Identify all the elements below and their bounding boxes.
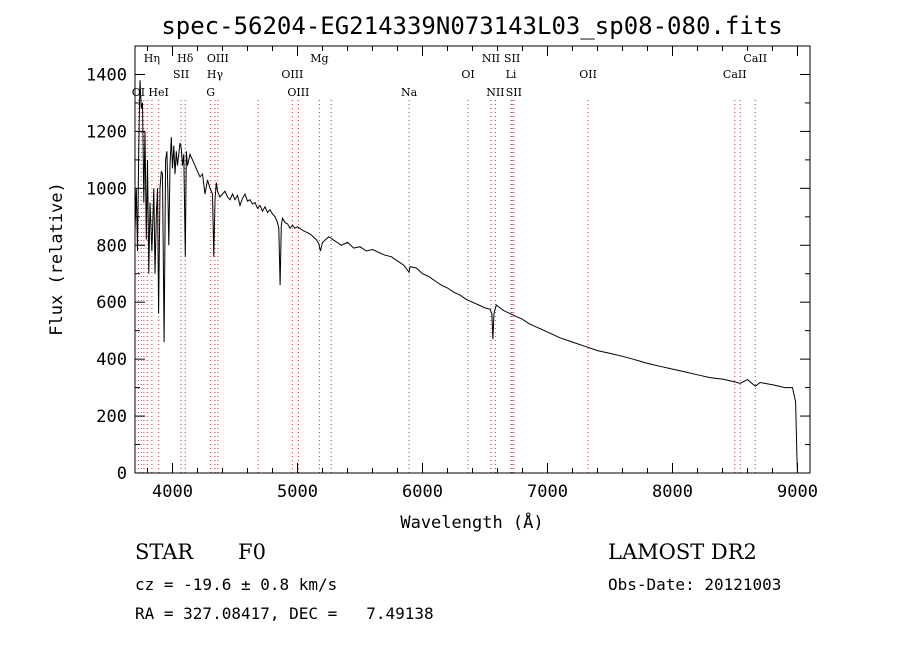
y-tick-label: 200	[96, 407, 127, 427]
line-marker-label: NII	[482, 52, 500, 65]
y-tick-label: 1400	[86, 65, 127, 85]
y-tick-label: 400	[96, 350, 127, 370]
y-tick-label: 800	[96, 236, 127, 256]
x-axis-label: Wavelength (Å)	[400, 511, 543, 533]
line-marker-label: OII	[579, 68, 597, 81]
line-marker-label: OIII	[281, 68, 303, 81]
line-marker-label: SII	[504, 52, 520, 65]
y-tick-label: 1200	[86, 122, 127, 142]
line-marker-label: Mg	[310, 52, 328, 65]
survey-name: LAMOST DR2	[608, 540, 757, 564]
x-tick-label: 5000	[277, 482, 318, 502]
line-marker-label: OI	[132, 86, 145, 99]
line-marker-label: CaII	[723, 68, 747, 81]
x-tick-label: 6000	[402, 482, 443, 502]
y-tick-label: 1000	[86, 179, 127, 199]
x-tick-label: 4000	[152, 482, 193, 502]
line-marker-label: G	[206, 86, 215, 99]
line-marker-label: NII	[486, 86, 504, 99]
line-marker-label: OI	[461, 68, 474, 81]
x-tick-label: 7000	[527, 482, 568, 502]
line-marker-label: SII	[173, 68, 189, 81]
spectrum-line	[134, 80, 798, 474]
axis-ticks-layer: 4000 5000 6000 7000 8000 9000 0 200 400 600 800 100…	[86, 45, 818, 502]
redshift-text: cz = -19.6 ± 0.8 km/s	[135, 575, 338, 594]
line-marker-label: CaII	[743, 52, 767, 65]
line-marker-label: SII	[506, 86, 522, 99]
line-marker-label: HeI	[148, 86, 168, 99]
coords-text: RA = 327.08417, DEC = 7.49138	[135, 604, 434, 623]
x-tick-label: 8000	[652, 482, 693, 502]
y-tick-label: 0	[117, 464, 127, 484]
line-marker-label: Hη	[144, 52, 160, 65]
obs-date-text: Obs-Date: 20121003	[608, 575, 782, 594]
chart-title: spec-56204-EG214339N073143L03_sp08-080.f…	[161, 12, 782, 40]
line-marker-label: Na	[401, 86, 418, 99]
line-marker-label: Li	[506, 68, 517, 81]
line-marker-label: OIII	[207, 52, 229, 65]
object-subclass: F0	[238, 540, 266, 564]
x-tick-label: 9000	[777, 482, 818, 502]
line-marker-label: Hδ	[177, 52, 194, 65]
y-tick-label: 600	[96, 293, 127, 313]
line-marker-label: Hγ	[207, 68, 224, 81]
y-axis-label: Flux (relative)	[47, 182, 67, 336]
line-marker-label: OIII	[287, 86, 309, 99]
plot-frame	[134, 45, 811, 474]
object-class: STAR	[135, 540, 194, 564]
